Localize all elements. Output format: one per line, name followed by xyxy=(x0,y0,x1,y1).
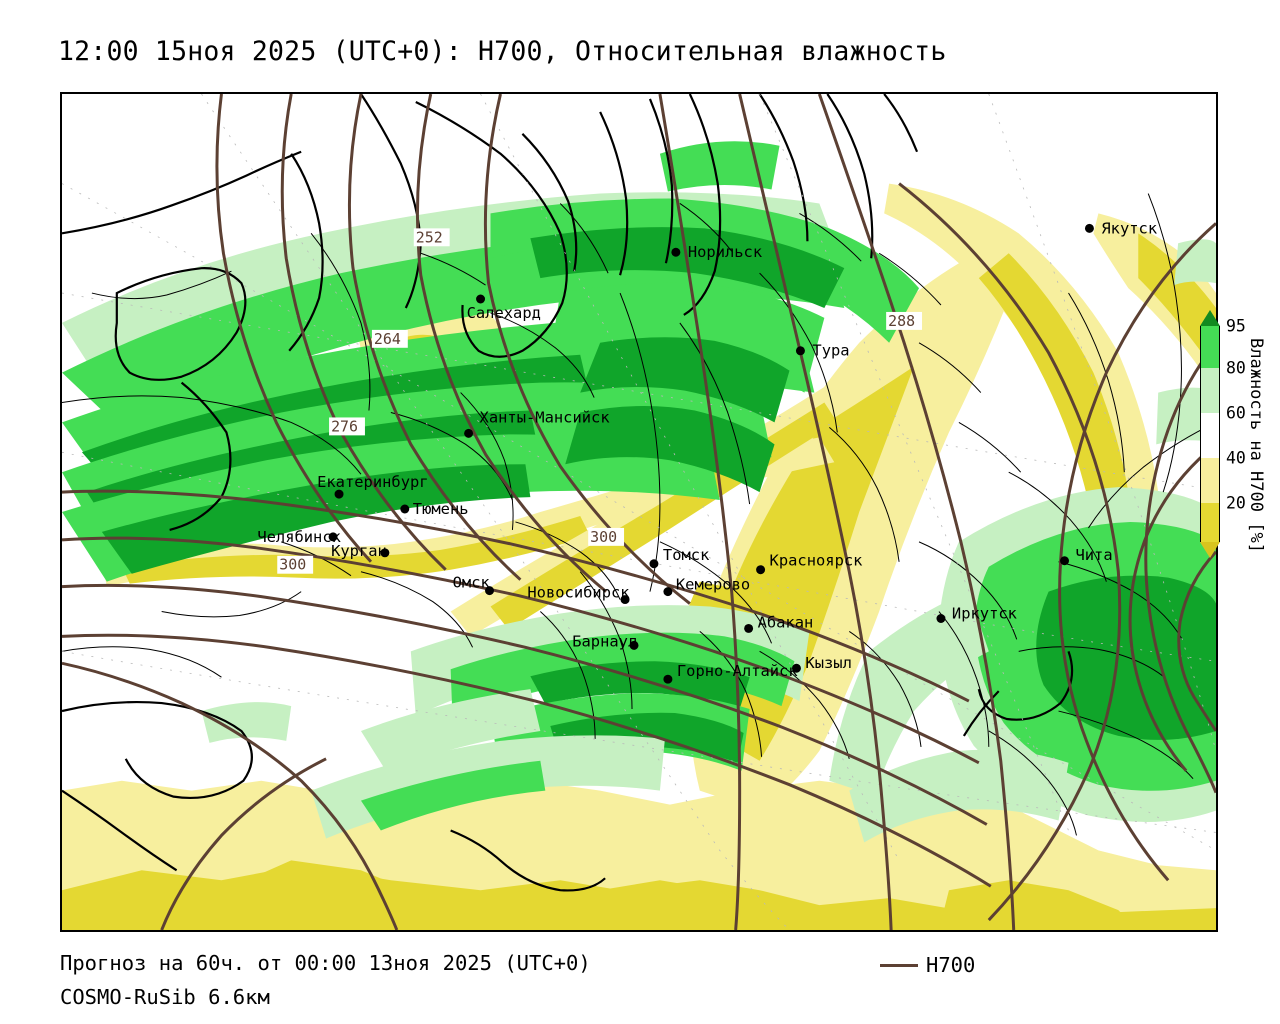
contour-label-text: 288 xyxy=(888,312,915,330)
graticule xyxy=(62,94,1216,930)
contour-label: 276 xyxy=(329,417,365,435)
city-marker: Красноярск xyxy=(756,552,864,575)
h700-legend-label: H700 xyxy=(926,953,976,977)
contour-label-group: 252 264 276 288 300 xyxy=(277,228,923,574)
city-marker: Якутск xyxy=(1084,219,1158,237)
city-marker: Тюмень xyxy=(400,500,469,518)
colorbar-tick-60: 60 xyxy=(1226,403,1246,423)
city-label: Якутск xyxy=(1101,219,1157,237)
colorbar-band-40-60 xyxy=(1200,413,1220,458)
forecast-info: Прогноз на 60ч. от 00:00 13ноя 2025 (UTC… xyxy=(60,951,591,975)
h700-legend: H700 xyxy=(880,953,975,977)
city-marker: Иркутск xyxy=(936,604,1018,623)
colorbar-bottom-arrow xyxy=(1200,542,1220,558)
colorbar-tick-80: 80 xyxy=(1226,358,1246,378)
page-title: 12:00 15ноя 2025 (UTC+0): H700, Относите… xyxy=(58,36,947,67)
humidity-band-80-95 xyxy=(62,233,845,425)
colorbar-band-60-80 xyxy=(1200,368,1220,413)
city-marker: Кызыл xyxy=(791,654,852,673)
contour-label-text: 252 xyxy=(416,228,443,246)
city-marker: Салехард xyxy=(467,294,541,322)
city-marker: Ханты-Мансийск xyxy=(464,408,611,438)
city-marker: Челябинск xyxy=(257,528,341,546)
city-marker: Новосибирск xyxy=(527,584,630,605)
colorbar-tick-20: 20 xyxy=(1226,493,1246,513)
city-markers: Якутск Норильск Салехард Тура Ханты-Манс… xyxy=(257,219,1158,684)
city-label: Кызыл xyxy=(805,654,851,672)
humidity-field xyxy=(62,141,1216,930)
city-marker: Екатеринбург xyxy=(317,473,429,499)
colorbar-band-lt-20 xyxy=(1200,503,1220,542)
city-label: Омск xyxy=(453,574,491,592)
city-marker: Абакан xyxy=(744,613,814,633)
city-label: Ханты-Мансийск xyxy=(480,408,611,426)
city-marker: Норильск xyxy=(671,243,763,261)
city-label: Чита xyxy=(1075,546,1112,564)
contour-label: 252 xyxy=(413,228,450,246)
city-label: Иркутск xyxy=(952,604,1018,622)
coastline xyxy=(62,94,1074,892)
admin-borders xyxy=(62,193,1216,836)
city-label: Новосибирск xyxy=(527,584,630,602)
colorbar-axis-label: Влажность на H700 [%] xyxy=(1246,338,1266,553)
colorbar-top-arrow xyxy=(1200,310,1220,326)
map-plot-area: 252 264 276 288 300 xyxy=(60,92,1218,932)
h700-legend-line-icon xyxy=(880,963,918,967)
city-label: Тюмень xyxy=(413,500,469,518)
city-label: Горно-Алтайск xyxy=(677,662,798,680)
city-label: Барнаул xyxy=(572,632,637,650)
colorbar-band-20-40 xyxy=(1200,458,1220,503)
model-info: COSMO-RuSib 6.6км xyxy=(60,985,270,1009)
city-label: Екатеринбург xyxy=(317,473,428,491)
city-marker: Омск xyxy=(453,574,495,596)
city-label: Салехард xyxy=(467,304,541,322)
city-label: Кемерово xyxy=(676,576,750,594)
weather-map: 252 264 276 288 300 xyxy=(62,94,1216,930)
city-label: Тура xyxy=(812,342,849,360)
contour-label: 300 xyxy=(277,556,314,574)
contour-label: 300 xyxy=(588,528,625,546)
city-marker: Горно-Алтайск xyxy=(663,662,798,684)
city-label: Норильск xyxy=(688,243,763,261)
city-label: Томск xyxy=(663,546,710,564)
colorbar: 95 80 60 40 20 xyxy=(1200,310,1246,558)
contour-label-text: 300 xyxy=(279,556,306,574)
contour-label-text: 276 xyxy=(331,417,358,435)
h700-contours xyxy=(62,94,1216,930)
city-label: Абакан xyxy=(758,613,814,631)
city-marker: Чита xyxy=(1060,546,1113,566)
city-label: Челябинск xyxy=(257,528,341,546)
colorbar-tick-95: 95 xyxy=(1226,316,1246,336)
city-marker: Барнаул xyxy=(572,632,639,650)
city-marker: Тура xyxy=(795,342,850,360)
city-label: Красноярск xyxy=(770,552,864,570)
contour-label-text: 300 xyxy=(590,528,617,546)
colorbar-tick-40: 40 xyxy=(1226,448,1246,468)
contour-label: 264 xyxy=(371,330,408,348)
city-marker: Томск xyxy=(649,546,710,569)
contour-label: 288 xyxy=(886,312,923,330)
colorbar-band-80-95 xyxy=(1200,326,1220,368)
city-marker: Курган xyxy=(331,542,390,560)
city-marker: Кемерово xyxy=(663,576,750,597)
contour-label-text: 264 xyxy=(374,330,401,348)
city-label: Курган xyxy=(331,542,387,560)
